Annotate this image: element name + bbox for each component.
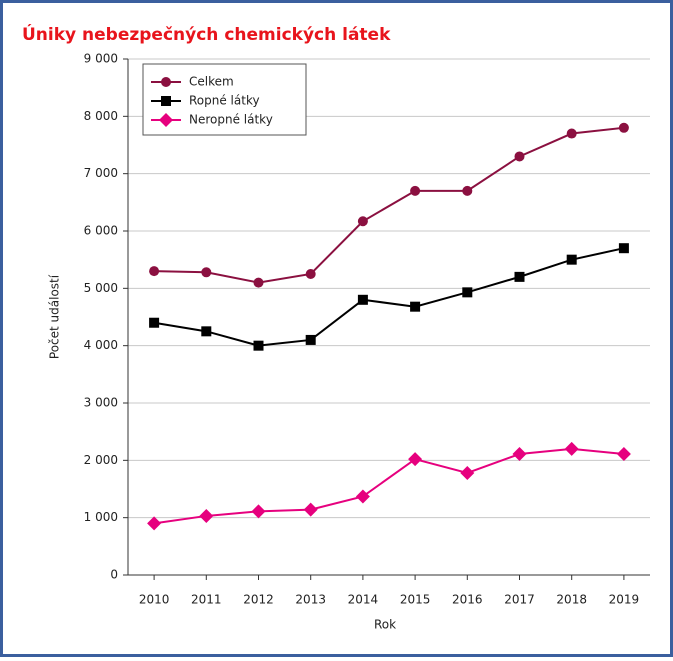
data-point [618, 243, 629, 254]
x-tick-label: 2012 [243, 593, 274, 607]
legend-marker [161, 96, 171, 106]
y-tick-label: 5 000 [84, 281, 118, 295]
y-tick-label: 4 000 [84, 338, 118, 352]
data-point [201, 267, 212, 278]
data-point [253, 340, 264, 351]
data-point [566, 254, 577, 265]
x-tick-label: 2015 [400, 593, 431, 607]
data-point [410, 301, 421, 312]
data-point [514, 271, 525, 282]
data-point [616, 447, 631, 462]
data-point [253, 277, 264, 288]
data-point [462, 287, 473, 298]
legend-label: Ropné látky [189, 94, 260, 108]
data-point [618, 122, 629, 133]
data-point [149, 266, 160, 277]
x-tick-label: 2017 [504, 593, 535, 607]
data-point [566, 128, 577, 139]
data-point [149, 317, 160, 328]
data-point [305, 269, 316, 279]
data-point [512, 447, 527, 462]
legend-marker [159, 113, 173, 127]
data-point [514, 151, 525, 162]
series-line [153, 447, 624, 525]
legend-label: Neropné látky [189, 113, 273, 127]
data-point [305, 334, 316, 345]
x-tick-label: 2018 [556, 593, 587, 607]
legend-marker [161, 77, 171, 87]
y-tick-label: 6 000 [84, 224, 118, 238]
series-line [153, 247, 625, 347]
y-tick-label: 9 000 [84, 52, 118, 66]
y-tick-label: 2 000 [84, 453, 118, 467]
x-tick-label: 2013 [295, 593, 326, 607]
legend-label: Celkem [189, 75, 234, 89]
y-tick-label: 0 [110, 568, 118, 582]
y-tick-label: 1 000 [84, 510, 118, 524]
x-tick-label: 2019 [609, 593, 640, 607]
data-point [408, 452, 423, 467]
data-point [147, 516, 162, 531]
data-point [462, 185, 473, 196]
x-tick-label: 2014 [348, 593, 379, 607]
data-point [355, 489, 370, 504]
series-line [154, 126, 625, 284]
x-axis-label: Rok [374, 618, 396, 632]
y-tick-label: 8 000 [84, 109, 118, 123]
data-point [460, 465, 475, 480]
data-point [357, 216, 368, 227]
y-tick-label: 7 000 [84, 166, 118, 180]
data-point [357, 294, 368, 305]
x-tick-label: 2011 [191, 593, 222, 607]
chart-title: Úniky nebezpečných chemických látek [22, 23, 391, 45]
x-tick-label: 2010 [139, 593, 170, 607]
data-point [303, 502, 318, 517]
x-tick-label: 2016 [452, 593, 483, 607]
data-point [201, 326, 212, 337]
data-point [199, 508, 214, 523]
y-tick-label: 3 000 [84, 396, 118, 410]
data-point [251, 504, 266, 519]
y-axis-label: Počet událostí [48, 274, 62, 359]
data-point [410, 185, 421, 196]
data-point [564, 441, 579, 456]
